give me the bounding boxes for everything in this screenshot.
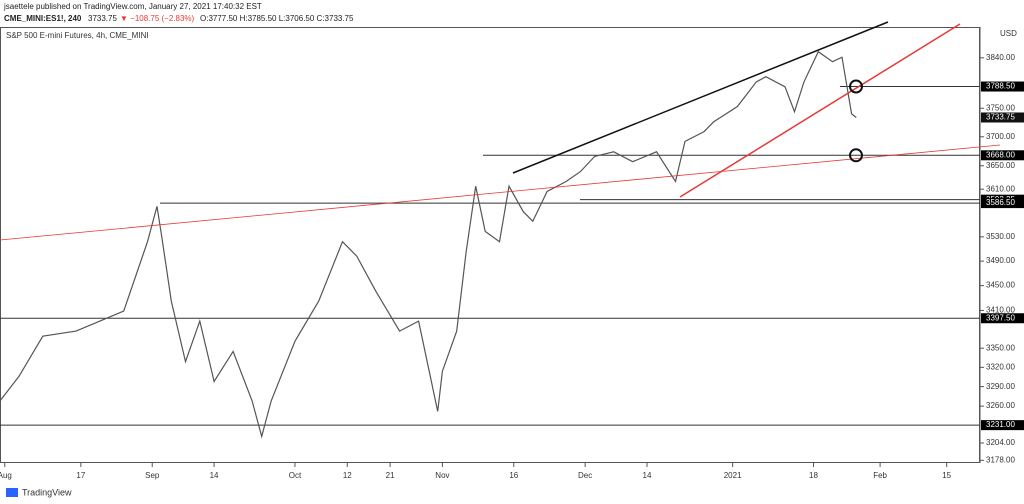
level-label-bg [981, 81, 1024, 92]
y-tick-label: 3450.00 [986, 281, 1015, 290]
x-tick-label: 18 [809, 471, 818, 480]
level-label: 3668.00 [986, 150, 1015, 159]
x-tick-label: Sep [145, 471, 160, 480]
level-label-bg [981, 313, 1024, 324]
level-label: 3231.00 [986, 420, 1015, 429]
publisher: jsaettele published on TradingView.com, … [3, 2, 262, 11]
y-tick-label: 3610.00 [986, 184, 1015, 193]
y-tick-label: 3750.00 [986, 103, 1015, 112]
x-tick-label: Aug [0, 471, 12, 480]
symbol: CME_MINI:ES1!, 240 [4, 14, 82, 23]
level-label-bg [981, 420, 1024, 431]
price-line [0, 50, 857, 439]
level-label: 3788.50 [986, 82, 1015, 91]
x-tick-label: 15 [942, 471, 951, 480]
x-tick-label: Feb [873, 471, 887, 480]
brand: TradingView [22, 487, 72, 497]
x-tick-label: 14 [210, 471, 219, 480]
chart-title: S&P 500 E-mini Futures, 4h, CME_MINI [6, 31, 149, 40]
last-price: 3733.75 [88, 14, 117, 23]
level-label: 3397.50 [986, 313, 1015, 322]
level-label: 3586.50 [986, 198, 1015, 207]
y-tick-label: 3290.00 [986, 382, 1015, 391]
level-label-bg [981, 198, 1024, 209]
x-tick-label: 16 [509, 471, 518, 480]
y-tick-label: 3178.00 [986, 455, 1015, 464]
y-tick-label: 3350.00 [986, 343, 1015, 352]
x-tick-label: Nov [435, 471, 449, 480]
marker-circle [849, 79, 863, 94]
x-tick-label: Dec [578, 471, 592, 480]
trendline [0, 144, 1001, 241]
y-tick-label: 3260.00 [986, 401, 1015, 410]
y-tick-label: 3204.00 [986, 438, 1015, 447]
x-tick-label: 21 [386, 471, 395, 480]
level-label-bg [981, 150, 1024, 161]
level-label: 3733.75 [986, 113, 1015, 122]
currency: USD [1000, 29, 1017, 38]
y-tick-label: 3410.00 [986, 306, 1015, 315]
y-tick-label: 3700.00 [986, 132, 1015, 141]
y-tick-label: 3490.00 [986, 256, 1015, 265]
x-tick-label: Oct [289, 471, 302, 480]
x-tick-label: 17 [76, 471, 85, 480]
x-tick-label: 12 [343, 471, 352, 480]
y-tick-label: 3650.00 [986, 161, 1015, 170]
trendline [512, 21, 889, 174]
brand-icon [6, 488, 18, 497]
ohlc: O:3777.50 H:3785.50 L:3706.50 C:3733.75 [200, 14, 354, 23]
marker-circle [849, 148, 863, 163]
level-label-bg [981, 112, 1024, 123]
x-tick-label: 2021 [724, 471, 742, 480]
change: ▼ −108.75 (−2.83%) [120, 14, 195, 23]
x-tick-label: 14 [643, 471, 652, 480]
y-tick-label: 3320.00 [986, 362, 1015, 371]
trendline [679, 23, 961, 198]
y-tick-label: 3840.00 [986, 53, 1015, 62]
y-tick-label: 3530.00 [986, 232, 1015, 241]
